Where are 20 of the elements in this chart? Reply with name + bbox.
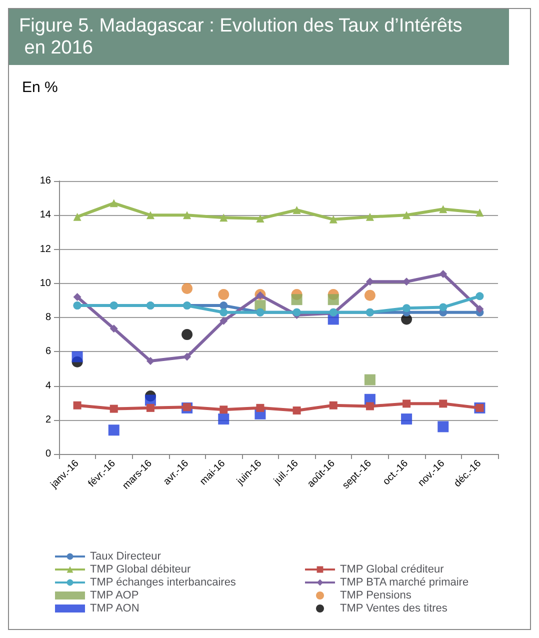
y-tick-label: 8 bbox=[45, 312, 52, 323]
y-tick-label: 10 bbox=[40, 278, 52, 289]
y-tick-label: 12 bbox=[40, 244, 52, 255]
chart-subtitle: En % bbox=[22, 79, 58, 96]
legend-label: TMP échanges interbancaires bbox=[90, 576, 236, 588]
legend-label: TMP AON bbox=[90, 602, 140, 614]
legend-label: TMP BTA marché primaire bbox=[340, 576, 469, 588]
chart-title: Figure 5. Madagascar : Evolution des Taux d’Intérêts en 2016 bbox=[19, 16, 462, 58]
y-tick-label: 16 bbox=[40, 176, 52, 186]
y-tick-label: 0 bbox=[45, 448, 52, 460]
y-tick-label: 2 bbox=[45, 414, 52, 426]
legend-label: TMP AOP bbox=[90, 590, 139, 602]
y-tick-label: 6 bbox=[45, 346, 52, 358]
legend-label: TMP Ventes des titres bbox=[340, 602, 448, 614]
legend-label: TMP Pensions bbox=[340, 590, 412, 602]
legend-label: TMP Global créditeur bbox=[340, 564, 444, 576]
y-tick-label: 14 bbox=[40, 210, 52, 221]
legend-label: TMP Global débiteur bbox=[90, 564, 192, 576]
y-tick-label: 4 bbox=[45, 380, 52, 392]
legend-label: Taux Directeur bbox=[90, 550, 162, 562]
